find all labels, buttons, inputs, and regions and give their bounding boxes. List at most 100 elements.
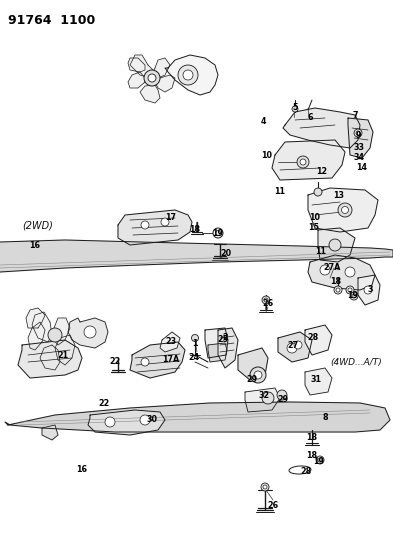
Polygon shape	[358, 275, 380, 305]
Text: 31: 31	[310, 376, 321, 384]
Circle shape	[84, 326, 96, 338]
Circle shape	[261, 483, 269, 491]
Polygon shape	[318, 228, 355, 262]
Text: 15: 15	[309, 223, 320, 232]
Polygon shape	[152, 58, 170, 78]
Text: 22: 22	[109, 358, 121, 367]
Polygon shape	[42, 425, 58, 440]
Text: 23: 23	[165, 337, 176, 346]
Circle shape	[350, 292, 358, 300]
Circle shape	[346, 286, 354, 294]
Text: 33: 33	[353, 143, 364, 152]
Polygon shape	[218, 328, 238, 368]
Circle shape	[348, 288, 352, 292]
Polygon shape	[272, 140, 345, 180]
Text: 13: 13	[334, 190, 345, 199]
Circle shape	[250, 367, 266, 383]
Polygon shape	[305, 325, 332, 355]
Circle shape	[141, 358, 149, 366]
Circle shape	[254, 371, 262, 379]
Circle shape	[292, 106, 298, 112]
Text: 17A: 17A	[162, 356, 180, 365]
Circle shape	[215, 230, 220, 236]
Polygon shape	[308, 188, 378, 232]
Polygon shape	[88, 410, 165, 435]
Text: 19: 19	[213, 230, 224, 238]
Circle shape	[140, 415, 150, 425]
Text: 11: 11	[274, 188, 285, 197]
Circle shape	[300, 159, 306, 165]
Polygon shape	[160, 332, 180, 352]
Text: 18: 18	[331, 278, 342, 287]
Text: 12: 12	[316, 167, 327, 176]
Text: 29: 29	[246, 375, 257, 384]
Text: 28: 28	[300, 467, 312, 477]
Polygon shape	[245, 388, 280, 412]
Circle shape	[314, 188, 322, 196]
Polygon shape	[118, 210, 192, 245]
Text: 30: 30	[147, 416, 158, 424]
Text: 4: 4	[260, 117, 266, 125]
Text: 22: 22	[98, 400, 110, 408]
Polygon shape	[32, 312, 52, 342]
Circle shape	[354, 129, 362, 137]
Text: 9: 9	[355, 132, 361, 141]
Text: 20: 20	[220, 248, 231, 257]
Circle shape	[48, 328, 62, 342]
Circle shape	[338, 203, 352, 217]
Circle shape	[352, 294, 356, 298]
Circle shape	[318, 458, 322, 462]
Polygon shape	[18, 340, 82, 378]
Polygon shape	[238, 348, 268, 380]
Text: 1: 1	[192, 338, 198, 348]
Text: 19: 19	[347, 292, 358, 301]
Circle shape	[334, 286, 342, 294]
Text: 18: 18	[189, 224, 200, 233]
Polygon shape	[205, 328, 228, 358]
Circle shape	[141, 221, 149, 229]
Circle shape	[277, 390, 287, 400]
Text: 18: 18	[307, 432, 318, 441]
Text: 16: 16	[77, 464, 88, 473]
Text: (4WD...A/T): (4WD...A/T)	[330, 358, 382, 367]
Text: 14: 14	[356, 164, 367, 173]
Circle shape	[148, 74, 156, 82]
Polygon shape	[348, 118, 373, 158]
Circle shape	[213, 228, 223, 238]
Text: 21: 21	[57, 351, 68, 359]
Circle shape	[356, 131, 360, 135]
Circle shape	[263, 485, 267, 489]
Text: 91764  1100: 91764 1100	[8, 14, 95, 27]
Text: 6: 6	[307, 112, 313, 122]
Text: 27A: 27A	[323, 262, 341, 271]
Polygon shape	[26, 308, 45, 328]
Polygon shape	[130, 55, 155, 78]
Circle shape	[329, 239, 341, 251]
Text: (2WD): (2WD)	[22, 220, 53, 230]
Circle shape	[316, 456, 324, 464]
Circle shape	[161, 218, 169, 226]
Polygon shape	[128, 72, 145, 88]
Polygon shape	[140, 85, 160, 103]
Text: 10: 10	[310, 214, 321, 222]
Polygon shape	[5, 402, 390, 432]
Circle shape	[178, 65, 198, 85]
Circle shape	[294, 341, 302, 349]
Text: 2: 2	[222, 333, 228, 342]
Circle shape	[262, 296, 270, 304]
Circle shape	[264, 298, 268, 302]
Text: 27: 27	[287, 342, 299, 351]
Polygon shape	[128, 58, 145, 72]
Polygon shape	[130, 342, 185, 378]
Polygon shape	[165, 55, 218, 95]
Text: 11: 11	[316, 247, 327, 256]
Text: 10: 10	[261, 150, 272, 159]
Polygon shape	[40, 345, 60, 370]
Circle shape	[342, 206, 349, 214]
Circle shape	[297, 156, 309, 168]
Polygon shape	[28, 322, 45, 350]
Polygon shape	[68, 318, 108, 348]
Circle shape	[183, 70, 193, 80]
Circle shape	[262, 392, 274, 404]
Circle shape	[191, 335, 198, 342]
